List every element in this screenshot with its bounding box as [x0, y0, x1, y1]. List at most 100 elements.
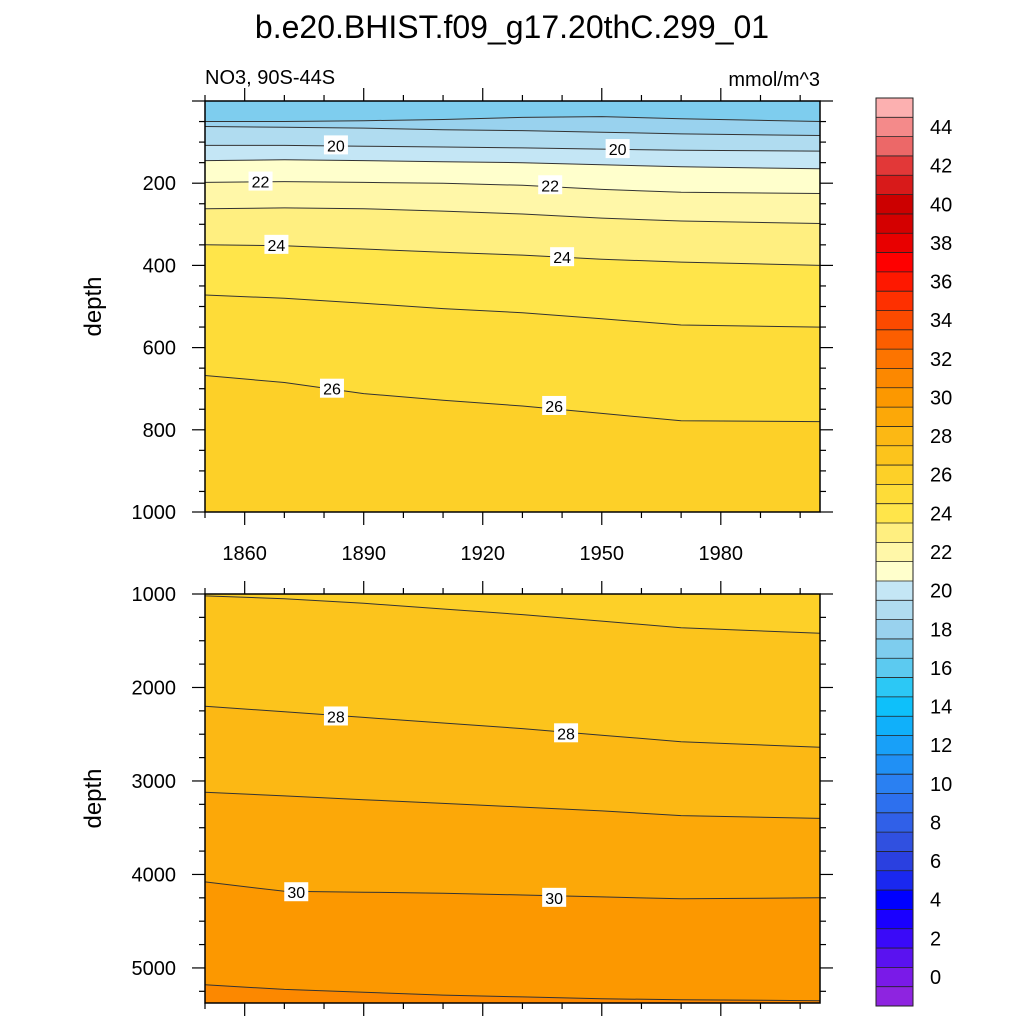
- contour-label: 20: [605, 139, 630, 159]
- contour-label-text: 28: [557, 726, 575, 743]
- lower-panel: 28 28 30 30 1000 2000 3000 4000 5000 depth: [80, 581, 833, 1016]
- colorbar-box: [876, 407, 913, 427]
- colorbar-frame: [875, 97, 914, 1007]
- x-tick-label: 1950: [580, 543, 625, 565]
- y-tick-label: 2000: [132, 677, 177, 699]
- colorbar-box: [876, 793, 913, 814]
- contour-line: [205, 595, 820, 634]
- colorbar: 0246810121416182022242628303234363840424…: [875, 97, 952, 1007]
- colorbar-box: [876, 890, 913, 910]
- colorbar-box: [876, 967, 913, 987]
- y-tick-label: 400: [143, 255, 176, 277]
- contour-line: [205, 244, 820, 266]
- colorbar-box: [876, 619, 913, 640]
- colorbar-label: 12: [930, 735, 952, 757]
- contour-line: [205, 294, 820, 328]
- contour-label-text: 20: [327, 138, 345, 155]
- contour-line: [205, 126, 820, 136]
- contour-line: [205, 705, 820, 748]
- y-tick-label: 1000: [132, 584, 177, 606]
- colorbar-box: [876, 252, 913, 273]
- colorbar-box: [876, 503, 913, 524]
- y-tick-label: 600: [143, 338, 176, 360]
- colorbar-box: [876, 658, 913, 678]
- contour-line: [205, 181, 820, 194]
- plot-frame: [204, 593, 821, 1004]
- contour-line: [205, 375, 820, 423]
- contour-label-text: 30: [287, 885, 305, 902]
- contour-line: [205, 159, 820, 170]
- contour-line: [205, 984, 820, 1002]
- colorbar-box: [876, 870, 913, 891]
- chart-title: b.e20.BHIST.f09_g17.20thC.299_01: [255, 9, 769, 45]
- contour-label: 28: [323, 706, 348, 726]
- colorbar-label: 22: [930, 542, 952, 564]
- colorbar-label: 20: [930, 581, 952, 603]
- colorbar-label: 38: [930, 233, 952, 255]
- contour-label-text: 24: [553, 250, 571, 267]
- y-tick-label: 3000: [132, 771, 177, 793]
- colorbar-box: [876, 696, 913, 717]
- contour-label-text: 28: [327, 709, 345, 726]
- contour-band: [205, 375, 820, 512]
- contour-band: [205, 984, 820, 1003]
- contour-label: 20: [323, 135, 348, 155]
- y-tick-label: 1000: [132, 502, 177, 524]
- colorbar-box: [876, 561, 913, 582]
- colorbar-label: 44: [930, 117, 952, 139]
- colorbar-label: 34: [930, 310, 952, 332]
- colorbar-box: [876, 155, 913, 176]
- colorbar-box: [876, 851, 913, 872]
- colorbar-box: [876, 523, 913, 543]
- x-tick-label: 1890: [341, 543, 386, 565]
- colorbar-box: [876, 213, 913, 234]
- colorbar-label: 24: [930, 503, 952, 525]
- colorbar-box: [876, 194, 913, 215]
- colorbar-label: 26: [930, 465, 952, 487]
- y-axis-label: depth: [80, 768, 107, 828]
- colorbar-label: 28: [930, 426, 952, 448]
- contour-line: [205, 791, 820, 819]
- colorbar-box: [876, 117, 913, 137]
- colorbar-box: [876, 329, 913, 350]
- colorbar-label: 18: [930, 619, 952, 641]
- colorbar-box: [876, 677, 913, 698]
- colorbar-label: 8: [930, 812, 941, 834]
- colorbar-box: [876, 310, 913, 331]
- colorbar-box: [876, 426, 913, 447]
- contour-line: [205, 207, 820, 224]
- colorbar-box: [876, 774, 913, 794]
- contour-label: 24: [550, 247, 575, 267]
- colorbar-label: 32: [930, 349, 952, 371]
- colorbar-box: [876, 368, 913, 389]
- colorbar-box: [876, 638, 913, 659]
- x-tick-label: 1980: [699, 543, 744, 565]
- colorbar-label: 14: [930, 697, 952, 719]
- colorbar-label: 2: [930, 928, 941, 950]
- colorbar-box: [876, 909, 913, 930]
- colorbar-box: [876, 832, 913, 852]
- colorbar-box: [876, 928, 913, 949]
- colorbar-box: [876, 812, 913, 833]
- contour-label: 30: [542, 887, 567, 908]
- x-tick-label: 1920: [460, 543, 505, 565]
- contour-label: 24: [264, 234, 289, 255]
- y-tick-label: 4000: [132, 864, 177, 886]
- y-tick-label: 200: [143, 173, 176, 195]
- contour-line: [205, 144, 820, 152]
- colorbar-label: 16: [930, 658, 952, 680]
- colorbar-box: [876, 233, 913, 253]
- units-label: mmol/m^3: [728, 69, 820, 91]
- y-tick-label: 800: [143, 420, 176, 442]
- contour-label: 26: [319, 378, 344, 399]
- colorbar-label: 30: [930, 387, 952, 409]
- colorbar-box: [876, 291, 913, 311]
- colorbar-box: [876, 98, 913, 118]
- colorbar-box: [876, 716, 913, 736]
- colorbar-label: 6: [930, 851, 941, 873]
- contour-label-text: 26: [323, 382, 341, 399]
- y-axis-label: depth: [80, 276, 107, 336]
- colorbar-box: [876, 580, 913, 601]
- colorbar-label: 40: [930, 194, 952, 216]
